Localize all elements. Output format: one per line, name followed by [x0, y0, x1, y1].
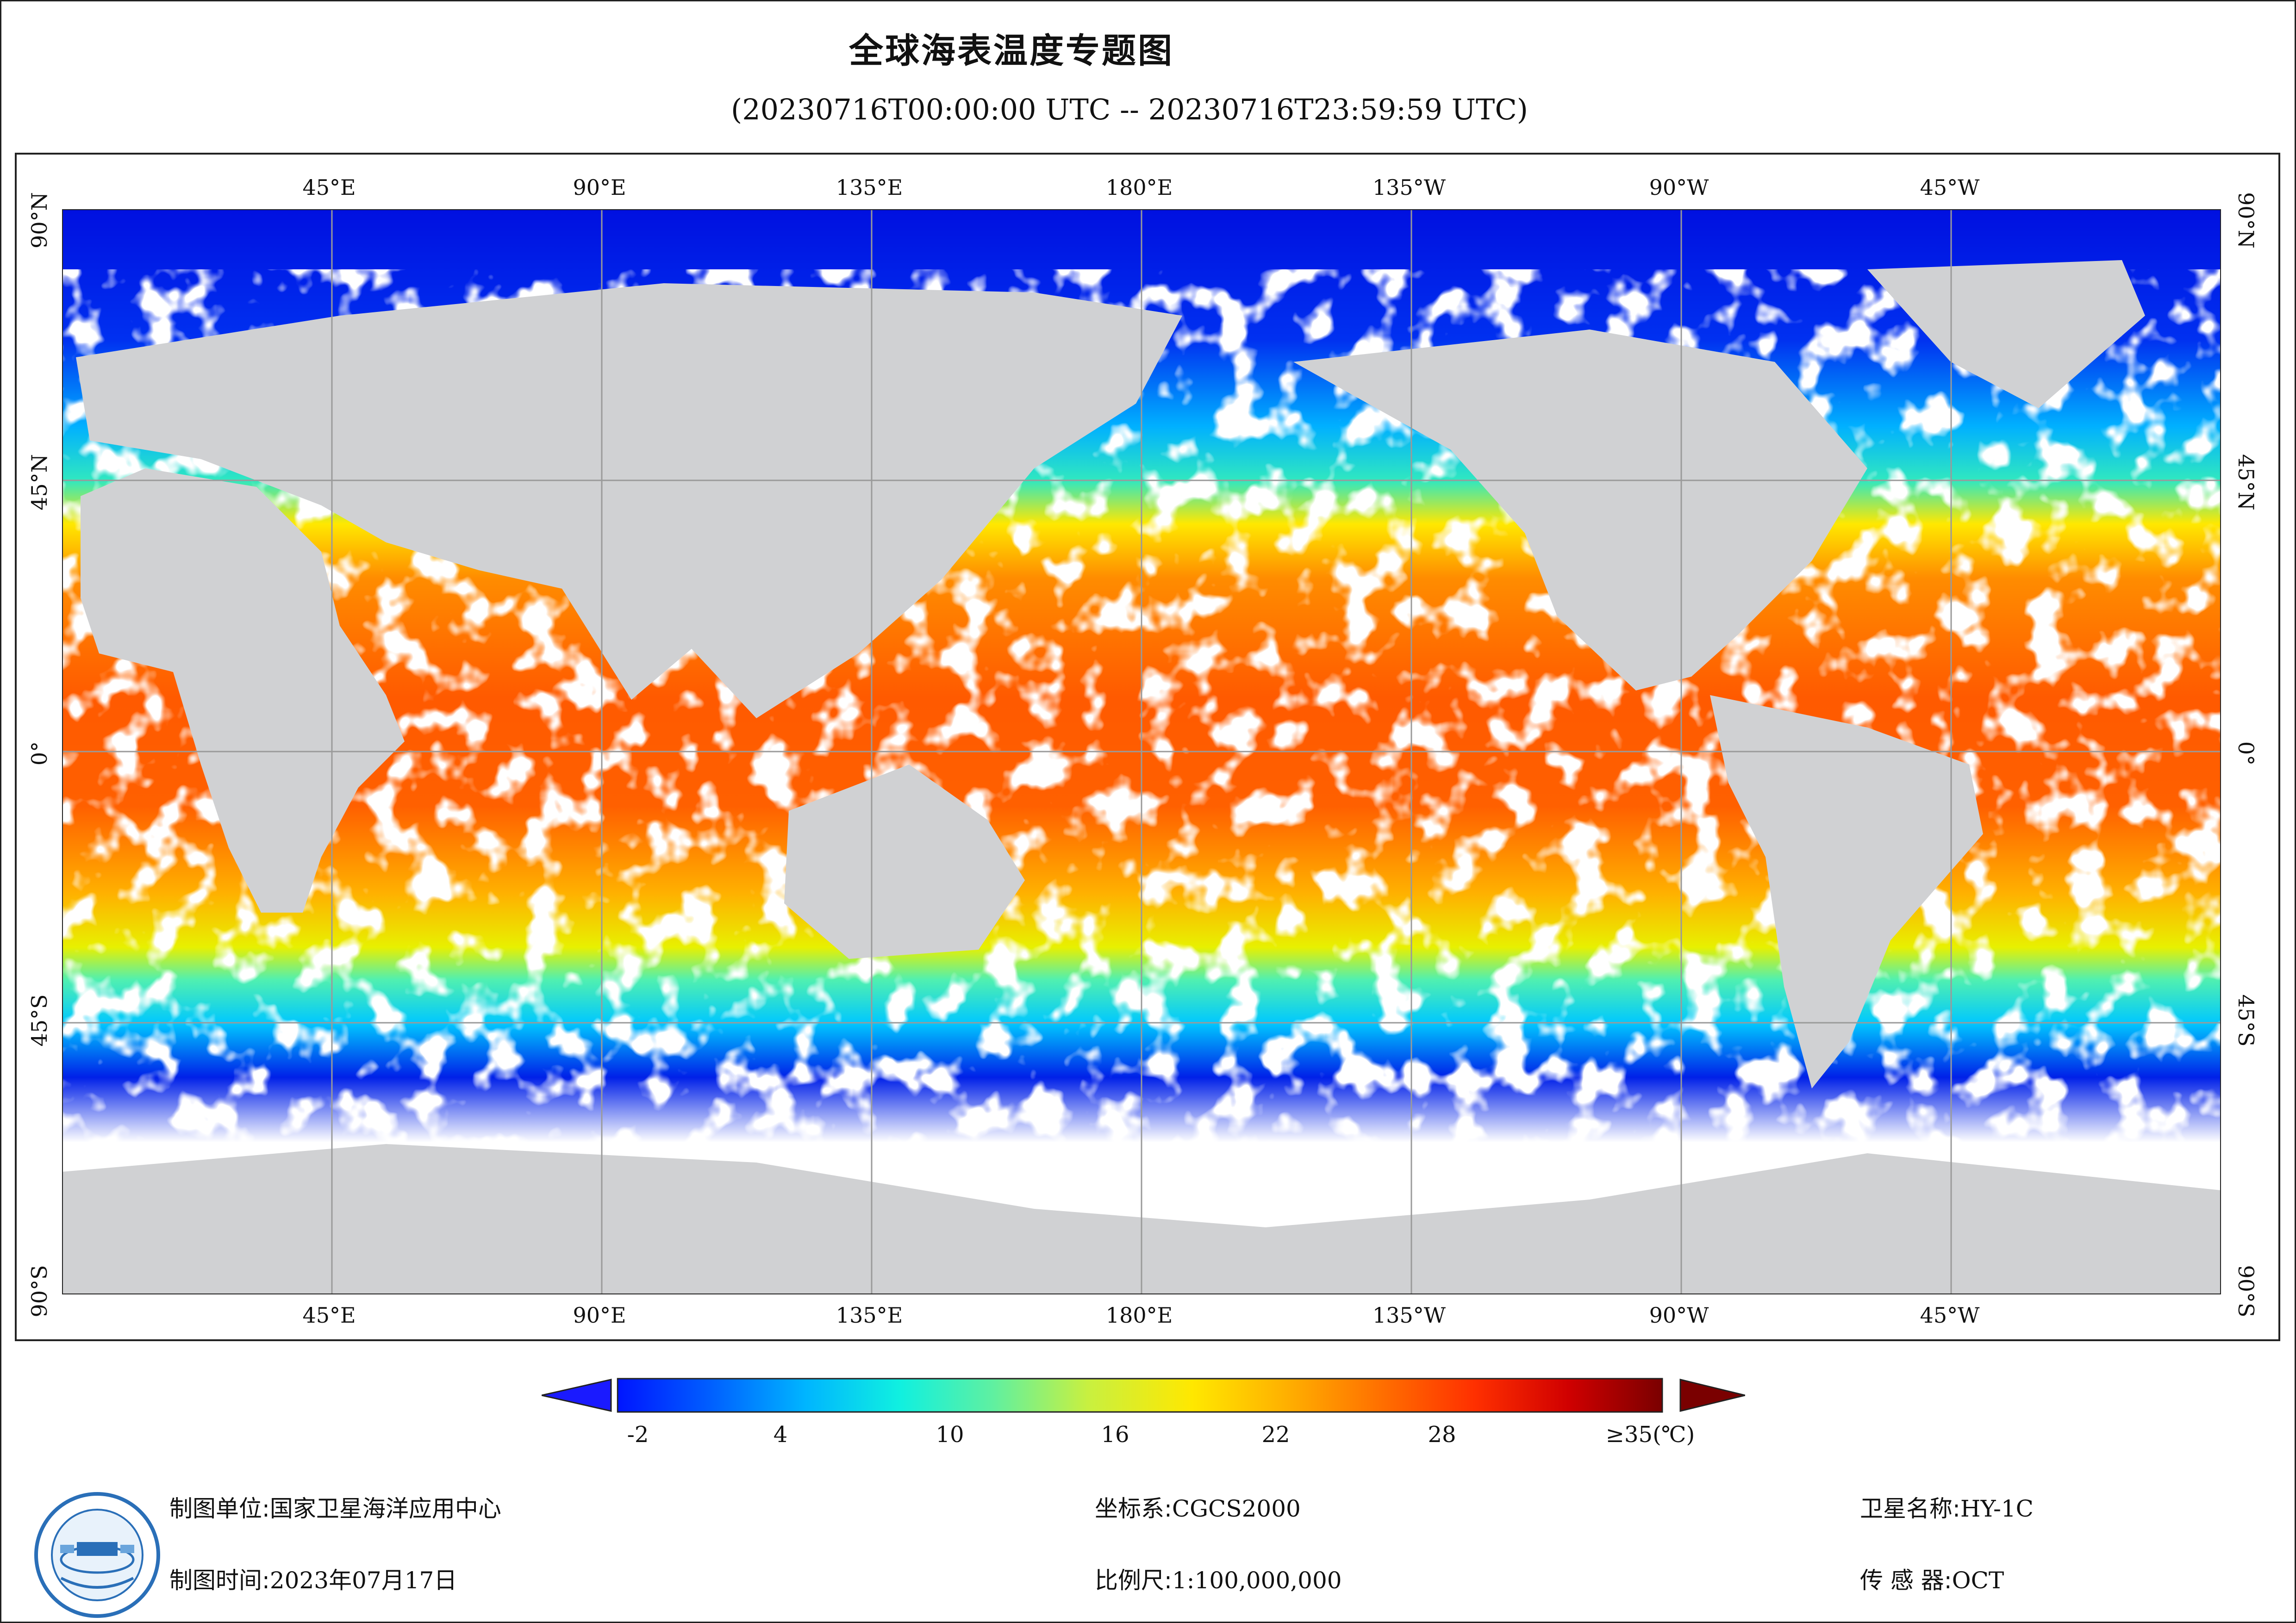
lon-label-bottom: 45°W — [1920, 1303, 1980, 1328]
sensor-field: 传 感 器:OCT — [1860, 1562, 2004, 1595]
lon-label-top: 135°E — [836, 175, 903, 200]
land-south-america — [1710, 695, 1983, 1088]
lat-label-right: 45°S — [2234, 994, 2259, 1047]
nsoas-logo — [34, 1492, 160, 1618]
sensor-value: OCT — [1952, 1567, 2004, 1594]
satellite-label: 卫星名称: — [1860, 1495, 1960, 1522]
lon-label-bottom: 180°E — [1105, 1303, 1173, 1328]
lon-label-bottom: 135°W — [1372, 1303, 1446, 1328]
lon-label-bottom: 90°E — [573, 1303, 626, 1328]
lon-label-top: 45°E — [302, 175, 356, 200]
lon-label-bottom: 90°W — [1649, 1303, 1709, 1328]
lon-label-top: 180°E — [1105, 175, 1173, 200]
land-africa-europe — [81, 468, 405, 913]
lat-label-right: 0° — [2234, 741, 2259, 766]
time-range-subtitle: (20230716T00:00:00 UTC -- 20230716T23:59… — [731, 93, 1528, 126]
org-value: 国家卫星海洋应用中心 — [269, 1495, 501, 1522]
page-title: 全球海表温度专题图 — [849, 31, 1174, 71]
satellite-field: 卫星名称:HY-1C — [1860, 1490, 2034, 1524]
map-frame — [15, 153, 2280, 1341]
sst-map — [62, 209, 2221, 1294]
colorbar-tick-label: -2 — [627, 1422, 649, 1448]
lon-label-top: 90°W — [1649, 175, 1709, 200]
colorbar-under-arrow — [542, 1379, 612, 1412]
colorbar-gradient — [617, 1378, 1663, 1413]
org-label: 制图单位: — [169, 1495, 270, 1522]
coord-field: 坐标系:CGCS2000 — [1095, 1490, 1301, 1524]
lat-label-left: 0° — [27, 741, 52, 766]
lat-label-left: 90°S — [27, 1265, 52, 1318]
date-field: 制图时间:2023年07月17日 — [169, 1562, 457, 1595]
land-eurasia — [76, 283, 1182, 718]
colorbar-tick-label: 16 — [1101, 1422, 1129, 1448]
graticule — [62, 209, 2221, 1294]
lon-label-top: 45°W — [1920, 175, 1980, 200]
date-value: 2023年07月17日 — [269, 1567, 457, 1594]
scale-field: 比例尺:1:100,000,000 — [1095, 1562, 1342, 1595]
lat-label-right: 90°S — [2234, 1265, 2259, 1318]
org-field: 制图单位:国家卫星海洋应用中心 — [169, 1490, 501, 1524]
date-label: 制图时间: — [169, 1567, 270, 1594]
lon-label-top: 135°W — [1372, 175, 1446, 200]
lat-label-left: 45°S — [27, 994, 52, 1047]
land-north-america — [1293, 330, 1867, 690]
colorbar-tick-label: 22 — [1261, 1422, 1290, 1448]
colorbar-tick-label: ≥35(℃) — [1605, 1422, 1695, 1448]
land-australia — [784, 765, 1025, 959]
colorbar-tick-label: 28 — [1428, 1422, 1456, 1448]
scale-value: 1:100,000,000 — [1172, 1567, 1342, 1594]
sensor-label: 传 感 器: — [1860, 1567, 1952, 1594]
lat-label-right: 90°N — [2234, 192, 2259, 249]
lon-label-bottom: 45°E — [302, 1303, 356, 1328]
lon-label-bottom: 135°E — [836, 1303, 903, 1328]
colorbar-tick-label: 4 — [773, 1422, 788, 1448]
colorbar-over-arrow — [1679, 1379, 1745, 1412]
coord-label: 坐标系: — [1095, 1495, 1172, 1522]
lat-label-left: 45°N — [27, 454, 52, 510]
coord-value: CGCS2000 — [1172, 1495, 1301, 1522]
lat-label-right: 45°N — [2234, 454, 2259, 510]
lon-label-top: 90°E — [573, 175, 626, 200]
lat-label-left: 90°N — [27, 192, 52, 249]
colorbar — [542, 1378, 1745, 1413]
colorbar-tick-label: 10 — [936, 1422, 964, 1448]
land-greenland — [1867, 260, 2145, 408]
scale-label: 比例尺: — [1095, 1567, 1172, 1594]
satellite-value: HY-1C — [1960, 1495, 2034, 1522]
